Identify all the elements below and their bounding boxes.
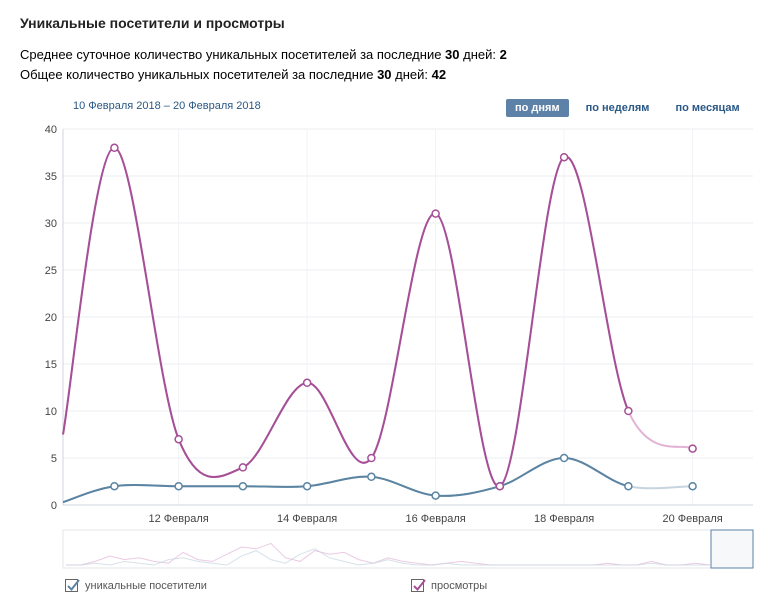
data-point-views[interactable] — [302, 378, 312, 388]
data-point-visitors[interactable] — [302, 481, 312, 491]
data-point-views[interactable] — [110, 143, 119, 153]
series-visitors — [62, 453, 697, 504]
stat-label-suffix: дней: — [459, 47, 500, 62]
data-point-views[interactable] — [624, 406, 633, 416]
grid — [63, 128, 753, 506]
data-point-visitors[interactable] — [174, 481, 183, 491]
data-point-visitors[interactable] — [238, 481, 248, 491]
y-tick-label: 20 — [45, 312, 57, 324]
x-tick-label: 20 Февраля — [662, 513, 722, 525]
stat-label: Среднее суточное количество уникальных п… — [20, 47, 446, 62]
stat-value: 42 — [431, 67, 447, 82]
axes: 0 5 10 15 20 25 30 35 40 12 Февраля 14 Февраля 16 Ф… — [45, 124, 753, 525]
range-navigator[interactable] — [62, 529, 754, 569]
tab-by-months[interactable]: по месяцам — [675, 102, 740, 114]
data-point-visitors[interactable] — [688, 481, 697, 491]
y-tick-label: 40 — [45, 124, 57, 136]
y-tick-label: 0 — [51, 500, 57, 512]
series — [62, 143, 697, 504]
legend-label-views: просмотры — [431, 579, 488, 592]
total-visitors-stat: Общее количество уникальных посетителей … — [20, 67, 446, 82]
stat-days: 30 — [377, 67, 392, 82]
navigator-mini-views — [66, 542, 711, 566]
data-point-visitors[interactable] — [559, 453, 569, 463]
series-views — [62, 143, 697, 491]
y-tick-label: 30 — [45, 218, 57, 230]
y-tick-label: 15 — [45, 359, 57, 371]
stat-label-suffix: дней: — [391, 67, 432, 82]
y-tick-label: 10 — [45, 406, 57, 418]
checkmark-icon — [413, 579, 426, 592]
legend-label-visitors: уникальные посетители — [85, 579, 207, 592]
y-tick-label: 5 — [51, 453, 57, 465]
data-point-visitors[interactable] — [624, 481, 633, 491]
stat-days: 30 — [445, 47, 460, 62]
data-point-views[interactable] — [431, 209, 440, 218]
data-point-visitors[interactable] — [431, 491, 440, 500]
x-tick-label: 16 Февраля — [406, 513, 466, 525]
data-point-views[interactable] — [688, 444, 697, 453]
average-daily-visitors-stat: Среднее суточное количество уникальных п… — [20, 47, 507, 62]
navigator-mini-visitors — [66, 548, 710, 566]
navigator-selection-handle[interactable] — [710, 529, 754, 569]
checkmark-icon — [67, 579, 80, 592]
tab-by-days[interactable]: по дням — [506, 99, 569, 117]
data-point-views[interactable] — [174, 434, 183, 444]
y-tick-label: 35 — [45, 171, 57, 183]
y-tick-label: 25 — [45, 265, 57, 277]
stat-label: Общее количество уникальных посетителей … — [20, 67, 378, 82]
data-point-views[interactable] — [495, 481, 505, 491]
series-line-views — [62, 146, 629, 488]
data-point-visitors[interactable] — [367, 472, 376, 482]
checkbox-views[interactable] — [411, 579, 426, 592]
data-point-views[interactable] — [367, 453, 376, 463]
data-point-visitors[interactable] — [110, 481, 119, 491]
series-line-visitors — [62, 456, 629, 504]
checkbox-visitors[interactable] — [65, 579, 80, 592]
x-tick-label: 18 Февраля — [534, 513, 594, 525]
page-title: Уникальные посетители и просмотры — [20, 15, 285, 31]
data-point-views[interactable] — [559, 152, 569, 162]
tab-by-weeks[interactable]: по неделям — [585, 102, 650, 114]
x-tick-label: 12 Февраля — [149, 513, 209, 525]
series-line-visitors-faded — [62, 456, 693, 504]
legend-visitors-toggle[interactable]: уникальные посетители — [65, 579, 207, 592]
stat-value: 2 — [499, 47, 507, 62]
legend-views-toggle[interactable]: просмотры — [411, 579, 487, 592]
x-tick-label: 14 Февраля — [277, 513, 337, 525]
date-range-label: 10 Февраля 2018 – 20 Февраля 2018 — [73, 100, 261, 112]
data-point-views[interactable] — [238, 463, 248, 472]
period-tabs: по дням по неделям по месяцам — [506, 99, 749, 117]
